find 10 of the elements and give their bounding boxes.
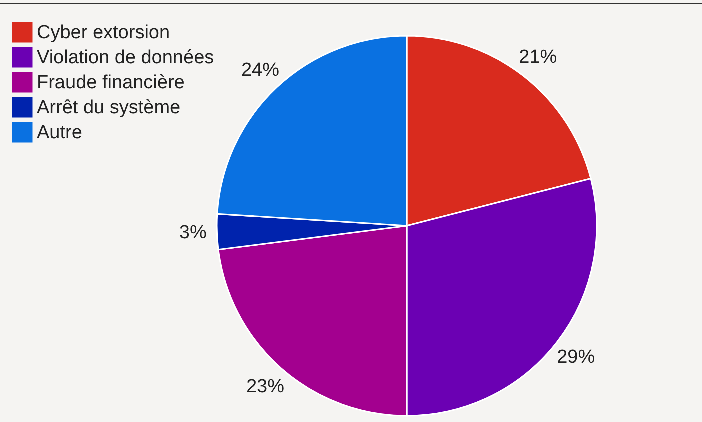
legend-label: Autre <box>37 122 82 144</box>
data-label: 23% <box>246 376 285 398</box>
legend-label: Arrêt du système <box>37 98 181 118</box>
data-label: 21% <box>519 46 558 68</box>
data-label: 24% <box>241 60 280 81</box>
legend-label: Cyber extorsion <box>37 22 170 44</box>
data-label: 3% <box>179 222 207 244</box>
data-label: 29% <box>557 347 596 368</box>
legend-label: Violation de données <box>37 48 214 68</box>
legend-label: Fraude financière <box>37 72 185 94</box>
